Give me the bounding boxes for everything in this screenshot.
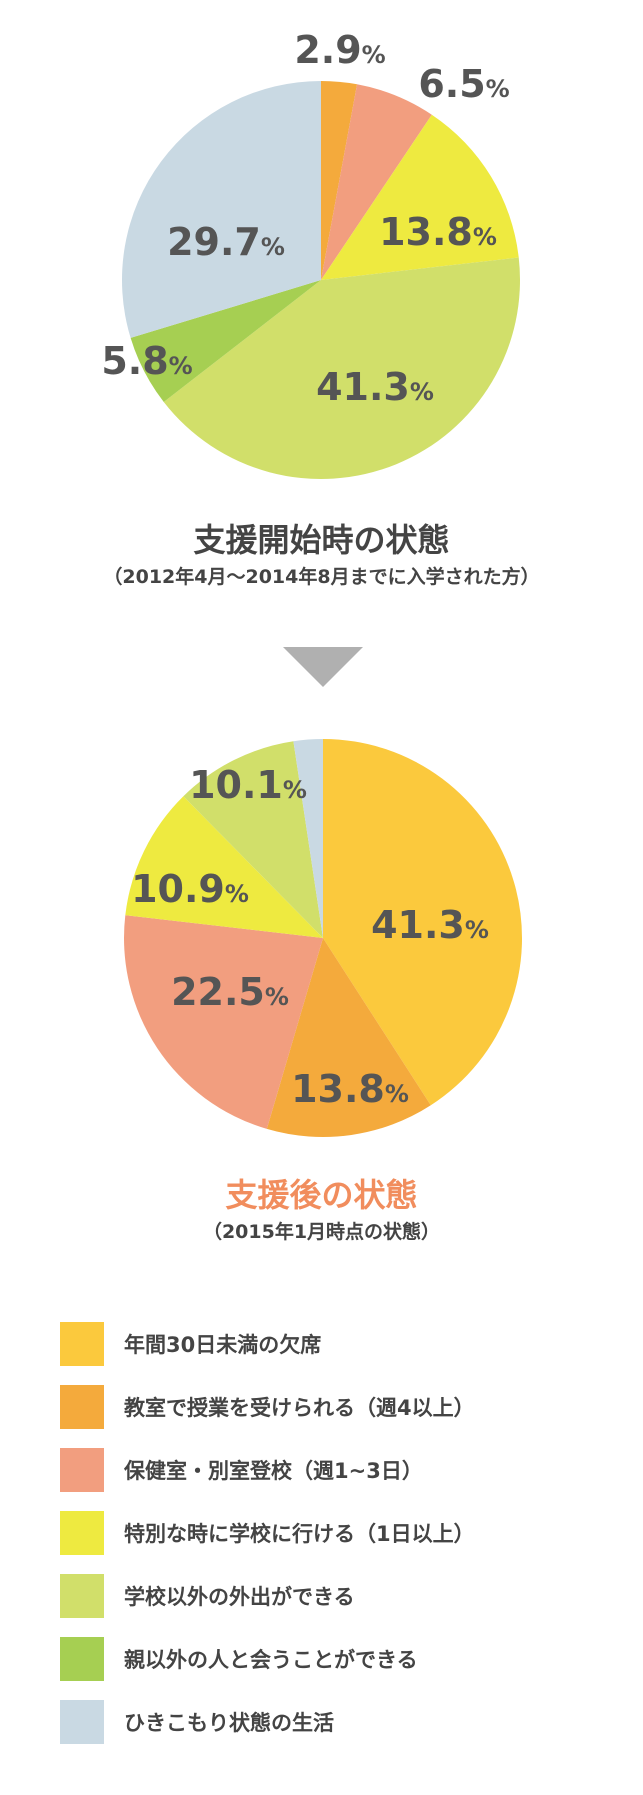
legend-swatch — [60, 1322, 104, 1366]
slice-label: 5.8% — [101, 339, 192, 383]
slice-label: 2.9% — [294, 28, 385, 72]
legend-swatch — [60, 1511, 104, 1555]
legend-item: 学校以外の外出ができる — [60, 1574, 475, 1618]
pie-slice — [321, 80, 358, 280]
pie-slice — [124, 915, 323, 1129]
pie-slice — [130, 280, 321, 402]
legend: 年間30日未満の欠席 教室で授業を受けられる（週4以上） 保健室・別室登校（週1… — [60, 1322, 475, 1763]
pie-slice — [125, 796, 323, 938]
legend-label: 年間30日未満の欠席 — [124, 1333, 322, 1357]
legend-swatch — [60, 1574, 104, 1618]
legend-swatch — [60, 1448, 104, 1492]
legend-item: 保健室・別室登校（週1~3日） — [60, 1448, 475, 1492]
legend-label: 特別な時に学校に行ける（1日以上） — [124, 1522, 475, 1546]
slice-label: 22.5% — [171, 970, 289, 1014]
pie-slice — [266, 938, 431, 1138]
legend-label: 教室で授業を受けられる（週4以上） — [124, 1396, 475, 1420]
down-triangle-icon — [283, 647, 363, 687]
slice-label: 10.9% — [131, 867, 249, 911]
legend-label: 学校以外の外出ができる — [124, 1585, 355, 1609]
after-chart-subtitle: （2015年1月時点の状態） — [202, 1221, 441, 1243]
slice-label: 13.8% — [379, 210, 497, 254]
pie-slice — [293, 739, 323, 938]
after-pie-chart: 41.3% 13.8% 22.5% 10.9% 10.1% — [124, 739, 523, 1138]
after-chart-title: 支援後の状態 — [225, 1176, 418, 1214]
pie-slice — [183, 741, 323, 938]
legend-item: 親以外の人と会うことができる — [60, 1637, 475, 1681]
pie-slice — [121, 81, 321, 338]
before-pie-chart: 2.9% 6.5% 13.8% 41.3% 5.8% 29.7% — [101, 28, 521, 480]
legend-label: ひきこもり状態の生活 — [124, 1711, 334, 1735]
pie-slice — [163, 257, 521, 480]
legend-swatch — [60, 1700, 104, 1744]
legend-item: 教室で授業を受けられる（週4以上） — [60, 1385, 475, 1429]
legend-item: 特別な時に学校に行ける（1日以上） — [60, 1511, 475, 1555]
slice-label: 29.7% — [167, 220, 285, 264]
before-chart-title: 支援開始時の状態 — [193, 521, 450, 559]
slice-label: 6.5% — [418, 62, 509, 106]
pie-slice — [321, 84, 432, 280]
legend-label: 保健室・別室登校（週1~3日） — [124, 1459, 423, 1483]
legend-swatch — [60, 1637, 104, 1681]
pie-slice — [323, 739, 523, 1106]
pie-slice — [321, 114, 519, 281]
legend-swatch — [60, 1385, 104, 1429]
slice-label: 41.3% — [316, 365, 434, 409]
slice-label: 13.8% — [291, 1067, 409, 1111]
before-chart-subtitle: （2012年4月～2014年8月までに入学された方） — [103, 566, 540, 588]
legend-item: 年間30日未満の欠席 — [60, 1322, 475, 1366]
legend-label: 親以外の人と会うことができる — [124, 1648, 418, 1672]
legend-item: ひきこもり状態の生活 — [60, 1700, 475, 1744]
slice-label: 41.3% — [371, 903, 489, 947]
slice-label: 10.1% — [189, 763, 307, 807]
